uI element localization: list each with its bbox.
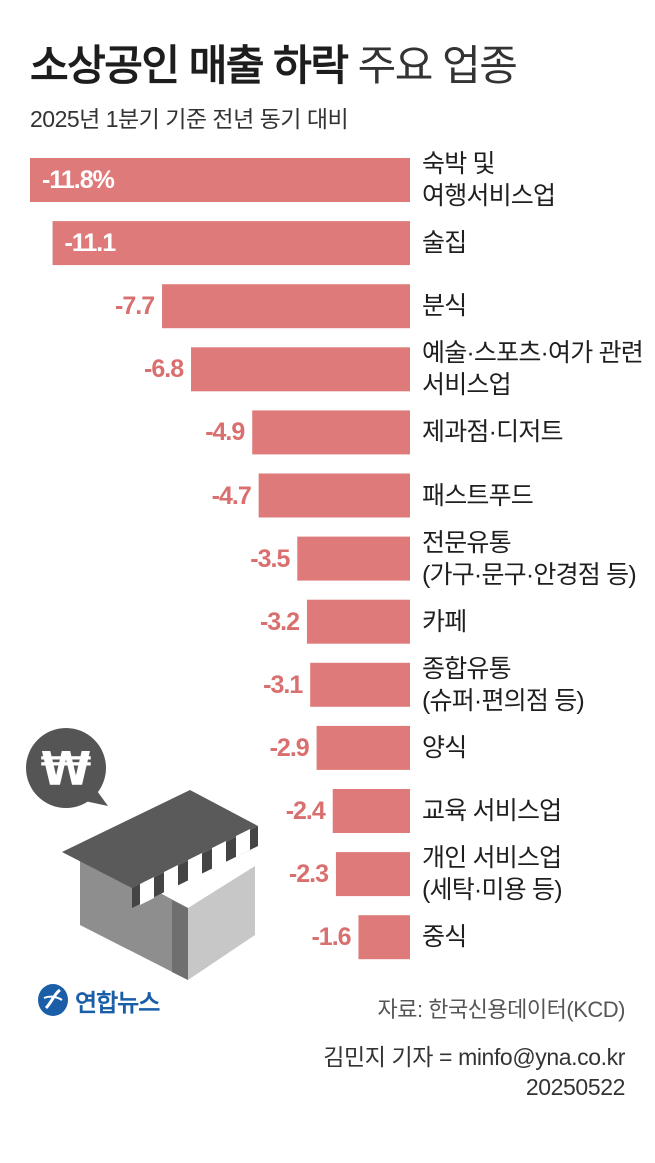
value-label: -11.8%	[42, 166, 115, 194]
bar	[258, 473, 410, 518]
bar	[310, 662, 410, 707]
bar	[297, 536, 410, 581]
title-light: 주요 업종	[357, 42, 518, 89]
bar	[335, 852, 410, 897]
category-label-line: 여행서비스업	[422, 182, 556, 210]
category-label: 제과점·디저트	[422, 416, 652, 448]
subtitle: 2025년 1분기 기준 전년 동기 대비	[30, 106, 349, 132]
bar	[30, 158, 410, 202]
value-label: -1.6	[311, 923, 351, 952]
store-icon: ₩	[26, 728, 258, 980]
value-label: -4.7	[211, 481, 252, 510]
category-label: 전문유통 (가구·문구·안경점 등)	[422, 527, 652, 591]
publish-date: 20250522	[525, 1074, 626, 1100]
category-label: 중식	[422, 921, 652, 953]
logo-text: 연합뉴스	[75, 989, 160, 1017]
bar	[162, 284, 410, 329]
value-label: -2.4	[285, 797, 326, 825]
bar	[332, 789, 410, 833]
value-label: -11.1	[64, 229, 117, 258]
value-label: -3.5	[250, 544, 290, 573]
category-label-line: 분식	[422, 292, 467, 321]
category-label: 양식	[422, 732, 652, 764]
value-label: -2.9	[269, 733, 310, 762]
category-label-line: 제과점·디저트	[422, 418, 564, 447]
page-title: 소상공인 매출 하락 주요 업종	[30, 32, 518, 93]
bar	[252, 410, 410, 455]
category-label-line: 서비스업	[422, 371, 512, 400]
category-label: 술집	[422, 227, 652, 259]
value-label: -4.9	[205, 418, 245, 447]
category-label-line: 양식	[422, 733, 467, 762]
category-label-line: 카페	[422, 607, 467, 636]
bar	[358, 915, 410, 960]
bar	[316, 725, 410, 770]
source-note: 자료: 한국신용데이터(KCD)	[377, 997, 626, 1022]
title-strong: 소상공인 매출 하락	[30, 42, 349, 89]
bar	[306, 599, 410, 644]
yonhap-logo-icon	[38, 984, 68, 1016]
category-label: 개인 서비스업 (세탁·미용 등)	[422, 842, 652, 906]
bar-group	[30, 158, 411, 960]
category-label: 분식	[422, 290, 652, 322]
won-sign: ₩	[41, 742, 92, 796]
value-label: -3.2	[259, 607, 300, 636]
bar	[191, 347, 410, 392]
category-label-line: 전문유통	[422, 528, 512, 557]
category-label-line: (가구·문구·안경점 등)	[422, 560, 637, 589]
category-label-line: 술집	[422, 229, 467, 258]
reporter-credit: 김민지 기자 = minfo@yna.co.kr	[323, 1044, 625, 1070]
category-label-line: 숙박 및	[422, 150, 496, 178]
value-label: -7.7	[115, 292, 155, 321]
category-label-line: (세탁·미용 등)	[422, 876, 563, 905]
yonhap-logo: 연합뉴스	[36, 982, 160, 1018]
category-label: 패스트푸드	[422, 480, 652, 512]
value-label: -6.8	[144, 355, 184, 384]
value-label: -2.3	[288, 860, 329, 889]
value-label: -3.1	[263, 670, 303, 699]
category-label: 교육 서비스업	[422, 795, 652, 827]
category-label-line: 중식	[422, 923, 467, 952]
credit: 김민지 기자 = minfo@yna.co.kr 20250522	[323, 1042, 625, 1102]
category-label: 종합유통 (슈퍼·편의점 등)	[422, 653, 652, 717]
category-label-line: 교육 서비스업	[422, 797, 562, 825]
category-label-line: 개인 서비스업	[422, 844, 562, 873]
category-label-line: 패스트푸드	[422, 481, 534, 510]
bar	[52, 221, 411, 266]
category-label-line: 종합유통	[422, 654, 512, 683]
category-label-line: (슈퍼·편의점 등)	[422, 686, 585, 715]
category-label-line: 예술·스포츠·여가 관련	[422, 339, 644, 368]
category-label: 카페	[422, 606, 652, 638]
